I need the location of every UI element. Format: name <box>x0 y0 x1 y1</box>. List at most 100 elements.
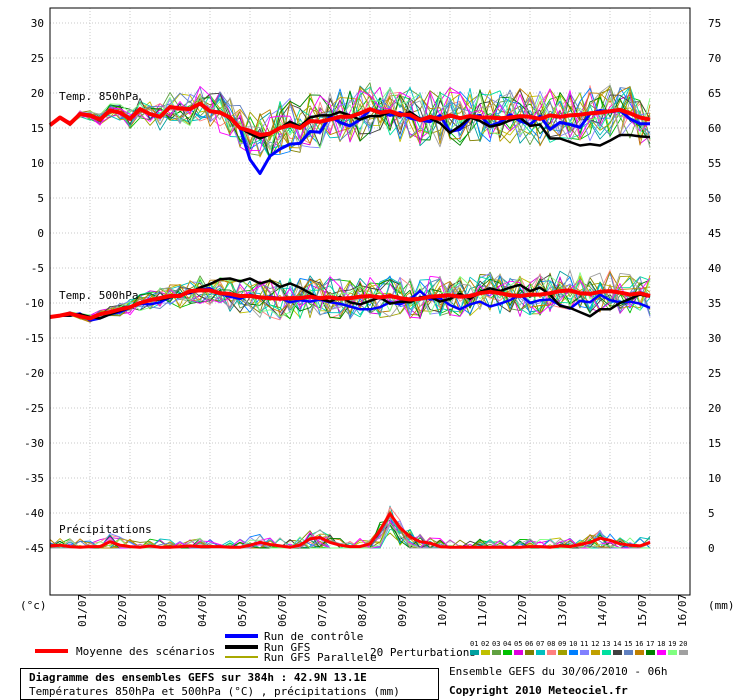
perturbation-number: 08 <box>547 640 555 648</box>
perturbation-number: 09 <box>558 640 566 648</box>
right-tick-label: 0 <box>708 542 715 555</box>
perturbation-swatch <box>668 650 677 655</box>
left-tick-label: -40 <box>24 507 44 520</box>
perturbation-number: 02 <box>481 640 489 648</box>
control-line-t500 <box>49 287 651 322</box>
right-tick-label: 5 <box>708 507 715 520</box>
perturbation-number: 19 <box>668 640 676 648</box>
legend-control-label: Run de contrôle <box>264 630 363 643</box>
perturbation-swatch <box>657 650 666 655</box>
left-tick-label: 15 <box>31 122 44 135</box>
x-tick-label: 15/07 <box>636 594 649 627</box>
right-tick-label: 70 <box>708 52 721 65</box>
perturbation-number: 06 <box>525 640 533 648</box>
perturbation-number: 07 <box>536 640 544 648</box>
legend: Moyenne des scénarios Run de contrôle Ru… <box>35 630 688 664</box>
x-tick-label: 05/07 <box>236 594 249 627</box>
right-tick-label: 65 <box>708 87 721 100</box>
perturbation-swatch <box>591 650 600 655</box>
x-axis: 01/07 02/07 03/07 04/07 05/07 06/07 07/07 08/07… <box>76 594 689 627</box>
perturbation-swatch <box>635 650 644 655</box>
perturbation-swatch <box>481 650 490 655</box>
perturbation-line-t500 <box>49 276 651 321</box>
title-box: Diagramme des ensembles GEFS sur 384h : … <box>20 668 439 700</box>
left-tick-label: 0 <box>37 227 44 240</box>
legend-mean-label: Moyenne des scénarios <box>76 645 215 658</box>
left-tick-label: 30 <box>31 17 44 30</box>
chart-subtitle: Températures 850hPa et 500hPa (°C) , pré… <box>29 685 400 698</box>
series-group <box>48 82 651 549</box>
x-tick-label: 12/07 <box>516 594 529 627</box>
perturbation-number: 15 <box>624 640 632 648</box>
x-tick-label: 16/07 <box>676 594 689 627</box>
perturbation-number: 10 <box>569 640 577 648</box>
copyright: Copyright 2010 Meteociel.fr <box>449 684 628 697</box>
x-tick-label: 10/07 <box>436 594 449 627</box>
left-tick-label: 20 <box>31 87 44 100</box>
perturbation-swatch <box>525 650 534 655</box>
left-tick-label: 25 <box>31 52 44 65</box>
perturbation-line-t850 <box>49 86 651 155</box>
perturbation-swatch <box>613 650 622 655</box>
perturbation-swatch <box>569 650 578 655</box>
left-tick-label: -20 <box>24 367 44 380</box>
x-tick-label: 06/07 <box>276 594 289 627</box>
right-tick-label: 35 <box>708 297 721 310</box>
left-unit: (°c) <box>20 599 47 612</box>
panel-label-t500: Temp. 500hPa <box>59 289 138 302</box>
perturbation-swatch <box>602 650 611 655</box>
perturbation-swatch <box>514 650 523 655</box>
perturbation-number: 01 <box>470 640 478 648</box>
mean-line-t850 <box>48 101 651 137</box>
x-tick-label: 01/07 <box>76 594 89 627</box>
left-tick-label: -30 <box>24 437 44 450</box>
perturbation-number: 05 <box>514 640 522 648</box>
perturbation-number: 03 <box>492 640 500 648</box>
legend-perturbations-label: 20 Perturbations <box>370 646 476 659</box>
plot-frame <box>49 7 691 596</box>
left-tick-label: -10 <box>24 297 44 310</box>
legend-gfs-label: Run GFS <box>264 641 310 654</box>
x-tick-label: 14/07 <box>596 594 609 627</box>
perturbation-number: 13 <box>602 640 610 648</box>
perturbation-number: 18 <box>657 640 665 648</box>
x-tick-label: 03/07 <box>156 594 169 627</box>
x-tick-label: 02/07 <box>116 594 129 627</box>
perturbation-swatch <box>536 650 545 655</box>
perturbation-swatch <box>492 650 501 655</box>
x-tick-label: 07/07 <box>316 594 329 627</box>
chart-title: Diagramme des ensembles GEFS sur 384h : … <box>29 671 367 684</box>
perturbation-number: 12 <box>591 640 599 648</box>
right-unit: (mm) <box>708 599 735 612</box>
mean-line-precip <box>49 512 651 549</box>
right-tick-label: 50 <box>708 192 721 205</box>
perturbation-number: 14 <box>613 640 621 648</box>
perturbation-swatch <box>646 650 655 655</box>
left-tick-label: -45 <box>24 542 44 555</box>
perturbation-swatch <box>580 650 589 655</box>
perturbation-line-t500 <box>49 272 651 320</box>
perturbation-number: 17 <box>646 640 654 648</box>
perturbation-number: 16 <box>635 640 643 648</box>
perturbation-swatch <box>624 650 633 655</box>
right-tick-label: 20 <box>708 402 721 415</box>
x-tick-label: 11/07 <box>476 594 489 627</box>
right-tick-label: 15 <box>708 437 721 450</box>
left-tick-label: -15 <box>24 332 44 345</box>
perturbation-number: 04 <box>503 640 511 648</box>
perturbation-swatch <box>470 650 479 655</box>
panel-label-t850: Temp. 850hPa <box>59 90 138 103</box>
x-tick-label: 04/07 <box>196 594 209 627</box>
perturbation-swatches: 01 02 03 04 05 06 07 08 09 10 11 12 13 14 15 16 17 18 19 20 <box>470 640 688 655</box>
right-tick-label: 60 <box>708 122 721 135</box>
left-tick-label: 10 <box>31 157 44 170</box>
x-tick-label: 08/07 <box>356 594 369 627</box>
perturbation-line-t850 <box>49 86 651 158</box>
perturbation-swatch <box>679 650 688 655</box>
right-tick-label: 55 <box>708 157 721 170</box>
perturbation-swatch <box>547 650 556 655</box>
perturbation-number: 20 <box>679 640 687 648</box>
x-tick-label: 13/07 <box>556 594 569 627</box>
